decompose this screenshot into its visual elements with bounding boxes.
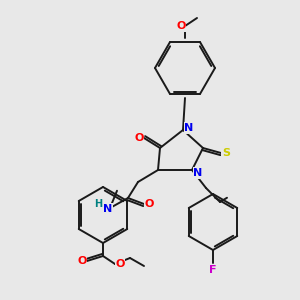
Text: O: O — [144, 199, 154, 209]
Text: O: O — [77, 256, 87, 266]
Text: O: O — [176, 21, 186, 31]
Text: O: O — [115, 259, 125, 269]
Text: N: N — [194, 168, 202, 178]
Text: S: S — [222, 148, 230, 158]
Text: F: F — [209, 265, 217, 275]
Text: H: H — [94, 199, 102, 209]
Text: N: N — [103, 204, 112, 214]
Text: O: O — [134, 133, 144, 143]
Text: N: N — [184, 123, 194, 133]
